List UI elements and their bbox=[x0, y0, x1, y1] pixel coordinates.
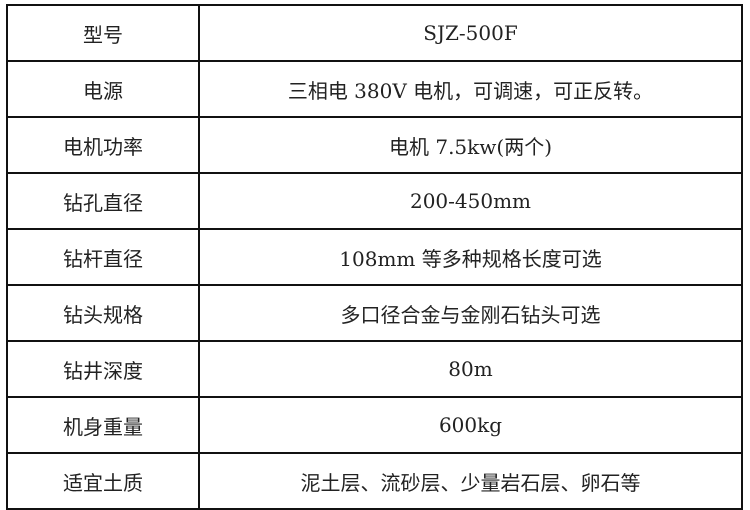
spec-table-body: 型号 SJZ-500F 电源 三相电 380V 电机，可调速，可正反转。 电机功率 电机 … bbox=[6, 4, 743, 510]
spec-value: SJZ-500F bbox=[198, 4, 743, 62]
spec-value: 泥土层、流砂层、少量岩石层、卵石等 bbox=[198, 452, 743, 510]
table-row: 钻孔直径 200-450mm bbox=[6, 172, 743, 230]
spec-label: 电源 bbox=[6, 60, 200, 118]
spec-label: 机身重量 bbox=[6, 396, 200, 454]
table-row: 钻头规格 多口径合金与金刚石钻头可选 bbox=[6, 284, 743, 342]
spec-label: 钻井深度 bbox=[6, 340, 200, 398]
spec-label: 电机功率 bbox=[6, 116, 200, 174]
spec-label: 钻头规格 bbox=[6, 284, 200, 342]
spec-label: 钻孔直径 bbox=[6, 172, 200, 230]
table-row: 钻杆直径 108mm 等多种规格长度可选 bbox=[6, 228, 743, 286]
spec-value: 三相电 380V 电机，可调速，可正反转。 bbox=[198, 60, 743, 118]
spec-label: 钻杆直径 bbox=[6, 228, 200, 286]
spec-value: 80m bbox=[198, 340, 743, 398]
spec-value: 电机 7.5kw(两个) bbox=[198, 116, 743, 174]
table-row: 电机功率 电机 7.5kw(两个) bbox=[6, 116, 743, 174]
spec-value: 200-450mm bbox=[198, 172, 743, 230]
spec-label: 型号 bbox=[6, 4, 200, 62]
table-row: 机身重量 600kg bbox=[6, 396, 743, 454]
table-row: 适宜土质 泥土层、流砂层、少量岩石层、卵石等 bbox=[6, 452, 743, 510]
spec-label: 适宜土质 bbox=[6, 452, 200, 510]
table-row: 钻井深度 80m bbox=[6, 340, 743, 398]
spec-value: 多口径合金与金刚石钻头可选 bbox=[198, 284, 743, 342]
spec-value: 600kg bbox=[198, 396, 743, 454]
table-row: 电源 三相电 380V 电机，可调速，可正反转。 bbox=[6, 60, 743, 118]
spec-table: 型号 SJZ-500F 电源 三相电 380V 电机，可调速，可正反转。 电机功率 电机 … bbox=[6, 4, 743, 510]
table-row: 型号 SJZ-500F bbox=[6, 4, 743, 62]
spec-value: 108mm 等多种规格长度可选 bbox=[198, 228, 743, 286]
